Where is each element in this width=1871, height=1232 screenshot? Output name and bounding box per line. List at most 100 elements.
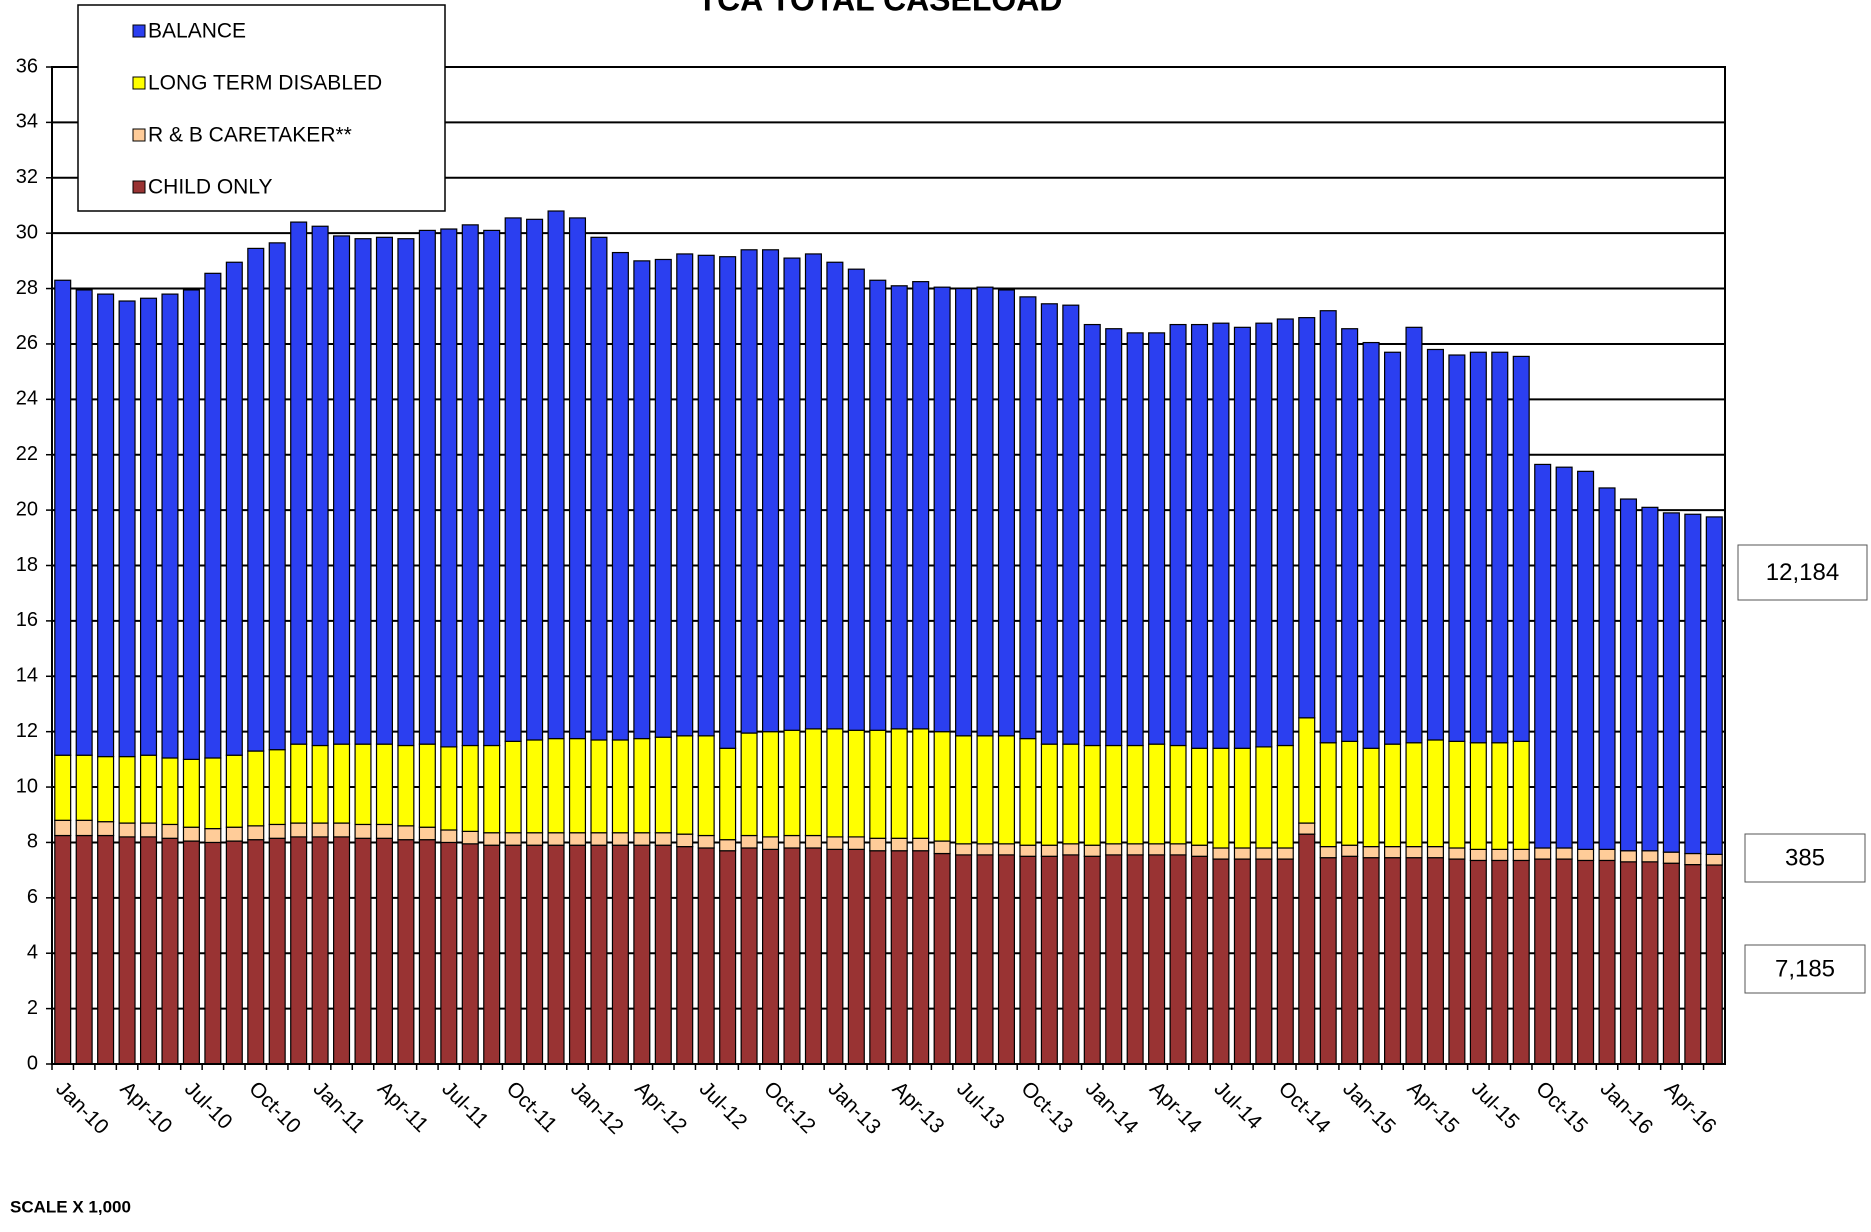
x-tick-label: Oct-15 bbox=[1531, 1077, 1592, 1138]
bar-segment bbox=[1684, 513, 1702, 855]
y-tick-label: 6 bbox=[27, 886, 38, 908]
legend-box bbox=[77, 4, 446, 212]
bar-segment bbox=[418, 743, 436, 828]
bar-segment bbox=[161, 823, 179, 839]
bar-segment bbox=[1190, 323, 1209, 749]
bar-segment bbox=[826, 728, 844, 838]
bar-segment bbox=[783, 729, 801, 837]
bar-segment bbox=[1083, 744, 1101, 846]
bar-segment bbox=[1148, 332, 1166, 745]
bar-segment bbox=[697, 847, 715, 1065]
x-tick-label: Jan-12 bbox=[566, 1077, 628, 1139]
y-tick-label: 4 bbox=[27, 942, 38, 964]
bar-segment bbox=[933, 840, 951, 855]
bar-segment bbox=[397, 839, 415, 1065]
bar-segment bbox=[247, 825, 265, 841]
bar-segment bbox=[912, 837, 930, 852]
legend-swatch bbox=[132, 128, 146, 142]
bar-segment bbox=[1534, 463, 1552, 849]
legend-swatch bbox=[132, 24, 146, 38]
bar-segment bbox=[1298, 822, 1316, 835]
bar-segment bbox=[333, 836, 351, 1065]
bar-segment bbox=[719, 850, 737, 1065]
bar-segment bbox=[1448, 858, 1466, 1065]
value-label-box bbox=[1744, 833, 1866, 883]
bar-segment bbox=[1062, 304, 1080, 745]
bar-segment bbox=[1298, 717, 1316, 824]
bar-segment bbox=[997, 854, 1016, 1065]
y-tick-label: 32 bbox=[16, 166, 38, 188]
bar-segment bbox=[761, 836, 780, 850]
bar-segment bbox=[1169, 854, 1187, 1065]
bar-segment bbox=[719, 747, 737, 841]
bar-segment bbox=[1126, 843, 1144, 856]
bar-segment bbox=[676, 253, 694, 737]
y-tick-label: 36 bbox=[16, 55, 38, 77]
bar-segment bbox=[933, 731, 951, 842]
bar-segment bbox=[54, 754, 72, 821]
x-tick-label: Apr-12 bbox=[630, 1077, 691, 1138]
bar-segment bbox=[869, 850, 887, 1065]
bar-segment bbox=[869, 729, 887, 839]
bar-segment bbox=[75, 754, 93, 821]
bar-segment bbox=[633, 260, 651, 740]
bar-segment bbox=[182, 826, 200, 842]
value-label: 7,185 bbox=[1775, 955, 1835, 982]
bar-segment bbox=[461, 224, 479, 747]
bar-segment bbox=[1555, 466, 1573, 849]
y-tick-label: 26 bbox=[16, 332, 38, 354]
bar-segment bbox=[375, 743, 393, 826]
bar-segment bbox=[418, 826, 436, 841]
bar-segment bbox=[483, 844, 501, 1065]
bar-segment bbox=[976, 286, 994, 737]
bar-segment bbox=[1148, 743, 1166, 845]
bar-segment bbox=[526, 832, 544, 846]
legend-label: CHILD ONLY bbox=[148, 176, 272, 199]
bar-segment bbox=[268, 837, 286, 1065]
bar-segment bbox=[847, 729, 865, 838]
x-tick-label: Jan-16 bbox=[1596, 1077, 1658, 1139]
bar-segment bbox=[1534, 858, 1552, 1065]
bar-segment bbox=[1169, 323, 1187, 747]
bar-segment bbox=[912, 850, 930, 1065]
y-tick-label: 8 bbox=[27, 831, 38, 853]
bar-segment bbox=[1426, 739, 1444, 848]
bar-segment bbox=[1384, 845, 1402, 859]
bar-segment bbox=[1212, 322, 1230, 749]
bar-segment bbox=[955, 843, 973, 856]
bar-segment bbox=[955, 735, 973, 845]
bar-segment bbox=[1641, 850, 1659, 863]
legend-label: LONG TERM DISABLED bbox=[148, 72, 382, 95]
bar-segment bbox=[54, 279, 72, 756]
bar-segment bbox=[1148, 854, 1166, 1065]
bar-segment bbox=[1705, 853, 1723, 866]
bar-segment bbox=[933, 286, 951, 733]
bar-segment bbox=[1684, 863, 1702, 1065]
bar-segment bbox=[1148, 843, 1166, 856]
bar-segment bbox=[1083, 323, 1101, 747]
bar-segment bbox=[783, 834, 801, 849]
x-tick-label: Oct-12 bbox=[759, 1077, 820, 1138]
x-tick-label: Apr-16 bbox=[1660, 1077, 1721, 1138]
bar-segment bbox=[418, 229, 436, 745]
bar-segment bbox=[654, 844, 672, 1065]
bar-segment bbox=[1662, 512, 1680, 853]
bar-segment bbox=[97, 821, 115, 837]
bar-segment bbox=[1426, 845, 1444, 859]
bar-segment bbox=[1426, 857, 1444, 1065]
bar-segment bbox=[1555, 858, 1573, 1065]
x-tick-label: Apr-11 bbox=[373, 1077, 433, 1137]
bar-segment bbox=[247, 247, 265, 752]
bar-segment bbox=[568, 832, 587, 846]
bar-segment bbox=[955, 287, 973, 737]
bar-segment bbox=[654, 258, 672, 738]
bar-segment bbox=[397, 238, 415, 747]
bar-segment bbox=[483, 832, 501, 846]
x-tick-label: Oct-14 bbox=[1274, 1077, 1335, 1138]
bar-segment bbox=[1276, 744, 1294, 849]
bar-segment bbox=[1705, 516, 1723, 855]
bar-segment bbox=[526, 739, 544, 834]
bar-segment bbox=[1512, 355, 1530, 742]
x-tick-label: Apr-14 bbox=[1145, 1077, 1206, 1138]
bar-segment bbox=[676, 833, 694, 848]
